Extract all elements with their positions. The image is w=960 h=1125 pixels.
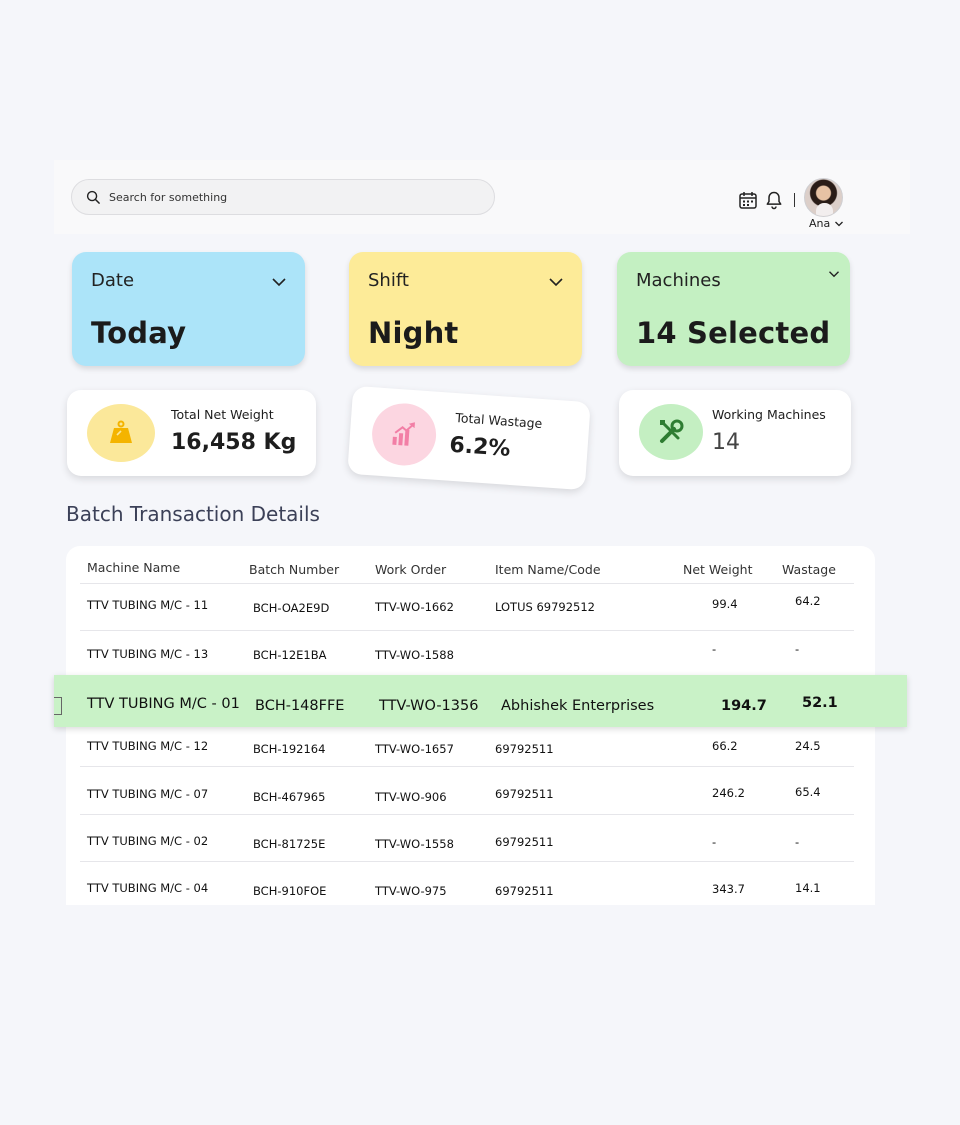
col-wastage[interactable]: Wastage — [782, 562, 836, 577]
tools-icon — [660, 419, 684, 443]
total-wastage-title: Total Wastage — [454, 410, 543, 432]
chart-up-icon — [392, 422, 415, 446]
avatar[interactable] — [804, 178, 843, 217]
chevron-down-icon — [835, 221, 844, 226]
date-filter-label: Date — [91, 270, 135, 291]
bell-icon[interactable] — [764, 190, 784, 210]
cell-order: TTV-WO-1558 — [375, 837, 454, 851]
cell-batch: BCH-OA2E9D — [253, 601, 330, 615]
cell-order: TTV-WO-1356 — [379, 698, 479, 714]
shift-filter-value: Night — [368, 316, 459, 350]
divider — [794, 193, 795, 207]
total-net-weight-title: Total Net Weight — [171, 407, 274, 422]
calendar-icon[interactable] — [738, 190, 758, 210]
cell-batch: BCH-910FOE — [253, 884, 327, 898]
divider — [80, 814, 854, 815]
machines-filter-value: 14 Selected — [636, 316, 831, 350]
cell-item: 69792511 — [495, 835, 554, 849]
date-filter-value: Today — [91, 316, 187, 350]
cell-order: TTV-WO-975 — [375, 884, 447, 898]
divider — [80, 583, 854, 584]
divider — [80, 630, 854, 631]
cell-machine: TTV TUBING M/C - 07 — [87, 787, 209, 801]
cell-wastage: 24.5 — [795, 739, 821, 753]
col-work-order[interactable]: Work Order — [375, 562, 447, 577]
cell-machine: TTV TUBING M/C - 13 — [87, 647, 209, 661]
date-filter[interactable]: Date Today — [72, 252, 305, 366]
total-net-weight-value: 16,458 Kg — [171, 430, 297, 455]
divider — [80, 861, 854, 862]
cell-weight: 343.7 — [712, 882, 745, 896]
cell-wastage: - — [795, 835, 800, 849]
cell-machine: TTV TUBING M/C - 04 — [87, 881, 209, 895]
section-title: Batch Transaction Details — [66, 502, 320, 526]
top-bar: Search for something Ana — [54, 160, 910, 234]
cell-batch: BCH-192164 — [253, 742, 326, 756]
cell-wastage: 52.1 — [802, 695, 838, 711]
cell-weight: - — [712, 835, 717, 849]
col-batch-number[interactable]: Batch Number — [249, 562, 340, 577]
cell-weight: 194.7 — [721, 698, 767, 714]
cell-batch: BCH-148FFE — [255, 698, 345, 714]
highlighted-table-row[interactable]: TTV TUBING M/C - 01 BCH-148FFE TTV-WO-13… — [54, 675, 907, 727]
cell-order: TTV-WO-1657 — [375, 742, 454, 756]
total-net-weight-card: Total Net Weight 16,458 Kg — [67, 390, 316, 476]
tools-icon-circle — [639, 404, 703, 460]
cell-order: TTV-WO-1588 — [375, 648, 454, 662]
cell-wastage: 14.1 — [795, 881, 821, 895]
search-icon — [86, 190, 100, 204]
weight-icon — [110, 420, 132, 443]
divider — [80, 766, 854, 767]
weight-icon-circle — [87, 404, 155, 462]
total-wastage-value: 6.2% — [448, 432, 512, 462]
machines-filter-label: Machines — [636, 270, 721, 291]
chevron-down-icon — [829, 271, 839, 278]
cell-weight: 246.2 — [712, 786, 745, 800]
cell-item: LOTUS 69792512 — [495, 600, 595, 614]
cell-weight: 66.2 — [712, 739, 738, 753]
chevron-down-icon — [272, 278, 286, 287]
shift-filter[interactable]: Shift Night — [349, 252, 582, 366]
working-machines-value: 14 — [712, 430, 740, 455]
user-name: Ana — [809, 217, 831, 230]
cell-item: Abhishek Enterprises — [501, 698, 655, 714]
chevron-down-icon — [549, 278, 563, 287]
cell-item: 69792511 — [495, 884, 554, 898]
cell-wastage: 64.2 — [795, 594, 821, 608]
machines-filter[interactable]: Machines 14 Selected — [617, 252, 850, 366]
shift-filter-label: Shift — [368, 270, 409, 291]
cell-item: 69792511 — [495, 742, 554, 756]
cell-machine: TTV TUBING M/C - 01 — [87, 696, 240, 712]
col-item-name[interactable]: Item Name/Code — [495, 562, 601, 577]
cell-order: TTV-WO-1662 — [375, 600, 454, 614]
cell-batch: BCH-467965 — [253, 790, 326, 804]
wastage-icon-circle — [370, 401, 439, 468]
cell-wastage: 65.4 — [795, 785, 821, 799]
cell-item: 69792511 — [495, 787, 554, 801]
row-selection-marker — [54, 697, 62, 715]
working-machines-card: Working Machines 14 — [619, 390, 851, 476]
cell-batch: BCH-12E1BA — [253, 648, 327, 662]
cell-weight: 99.4 — [712, 597, 738, 611]
col-machine-name[interactable]: Machine Name — [87, 560, 181, 575]
cell-weight: - — [712, 642, 717, 656]
search-input[interactable]: Search for something — [71, 179, 495, 215]
user-menu[interactable]: Ana — [809, 217, 844, 230]
working-machines-title: Working Machines — [712, 407, 826, 422]
cell-batch: BCH-81725E — [253, 837, 326, 851]
total-wastage-card: Total Wastage 6.2% — [347, 385, 591, 491]
cell-wastage: - — [795, 642, 800, 656]
cell-machine: TTV TUBING M/C - 11 — [87, 598, 209, 612]
cell-order: TTV-WO-906 — [375, 790, 447, 804]
col-net-weight[interactable]: Net Weight — [683, 562, 753, 577]
cell-machine: TTV TUBING M/C - 02 — [87, 834, 209, 848]
search-placeholder: Search for something — [109, 190, 228, 204]
table-header: Machine Name Batch Number Work Order Ite… — [66, 560, 875, 584]
cell-machine: TTV TUBING M/C - 12 — [87, 739, 209, 753]
